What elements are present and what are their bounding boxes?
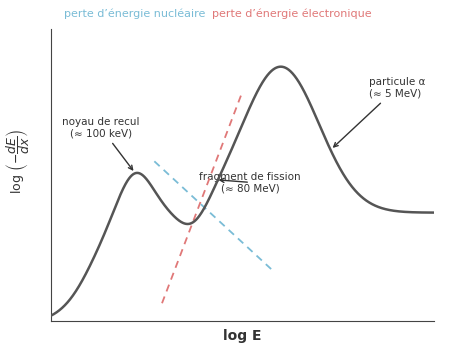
Text: fragment de fission
(≈ 80 MeV): fragment de fission (≈ 80 MeV) bbox=[199, 171, 301, 193]
X-axis label: log E: log E bbox=[223, 329, 262, 343]
Text: particule α
(≈ 5 MeV): particule α (≈ 5 MeV) bbox=[334, 77, 425, 147]
Text: log $\left(-\dfrac{dE}{dx}\right)$: log $\left(-\dfrac{dE}{dx}\right)$ bbox=[4, 128, 32, 194]
Text: perte d’énergie électronique: perte d’énergie électronique bbox=[212, 9, 372, 19]
Text: perte d’énergie nucléaire: perte d’énergie nucléaire bbox=[64, 9, 205, 19]
Text: noyau de recul
(≈ 100 keV): noyau de recul (≈ 100 keV) bbox=[62, 117, 140, 170]
